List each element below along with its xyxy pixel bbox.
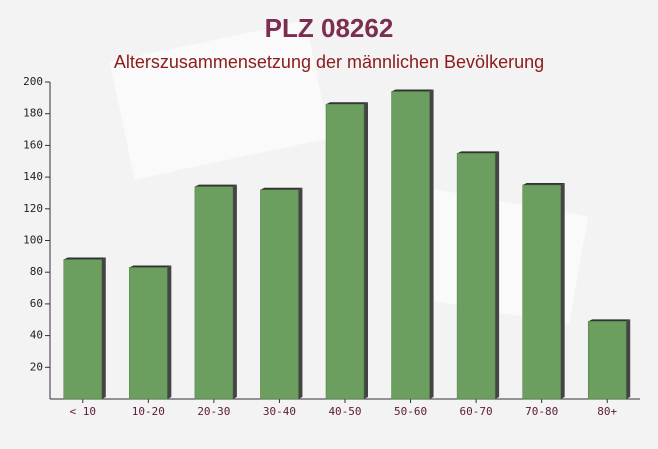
x-tick-label: 20-30 (197, 405, 230, 418)
y-tick-label: 120 (23, 202, 43, 215)
y-tick-label: 180 (23, 107, 43, 120)
bar-shadow (298, 187, 303, 399)
bar-shadow (588, 319, 631, 322)
x-tick-label: 40-50 (328, 405, 361, 418)
bar-shadow (326, 102, 368, 105)
y-tick-label: 160 (23, 138, 43, 151)
background-shape (109, 20, 331, 180)
y-tick-label: 40 (30, 329, 43, 342)
bar-shadow (232, 184, 237, 399)
bar-shadow (626, 319, 631, 399)
bar-shadow (63, 257, 106, 260)
x-tick-label: 30-40 (263, 405, 296, 418)
bar-shadow (457, 151, 500, 154)
bar-shadow (495, 151, 500, 399)
bar (522, 184, 561, 400)
y-tick-label: 100 (23, 234, 43, 247)
x-tick-label: < 10 (70, 405, 97, 418)
bar (456, 153, 496, 400)
bar-shadow (101, 257, 106, 399)
chart-subtitle: Alterszusammensetzung der männlichen Bev… (114, 52, 544, 72)
bar (63, 259, 103, 400)
y-tick-label: 140 (23, 170, 43, 183)
y-tick-label: 80 (30, 265, 43, 278)
bar-shadow (129, 265, 172, 268)
bar-shadow (560, 183, 565, 399)
y-tick-label: 20 (30, 360, 43, 373)
bar (260, 189, 299, 400)
x-tick-label: 50-60 (394, 405, 427, 418)
chart-title: PLZ 08262 (265, 13, 394, 43)
bar (391, 91, 430, 400)
y-tick-label: 60 (30, 297, 43, 310)
bar (587, 321, 627, 400)
bar-shadow (260, 187, 303, 190)
bar-shadow (429, 89, 434, 399)
bar-shadow (522, 183, 565, 186)
bar-shadow (364, 102, 368, 399)
bar (325, 103, 365, 400)
x-tick-label: 60-70 (460, 405, 493, 418)
bar-shadow (391, 89, 434, 92)
x-tick-label: 10-20 (132, 405, 165, 418)
bar-shadow (167, 265, 172, 399)
bar (129, 267, 168, 400)
bar (194, 186, 234, 400)
bar-shadow (194, 184, 237, 187)
y-tick-label: 200 (23, 75, 43, 88)
x-tick-label: 80+ (597, 405, 617, 418)
x-tick-label: 70-80 (525, 405, 558, 418)
